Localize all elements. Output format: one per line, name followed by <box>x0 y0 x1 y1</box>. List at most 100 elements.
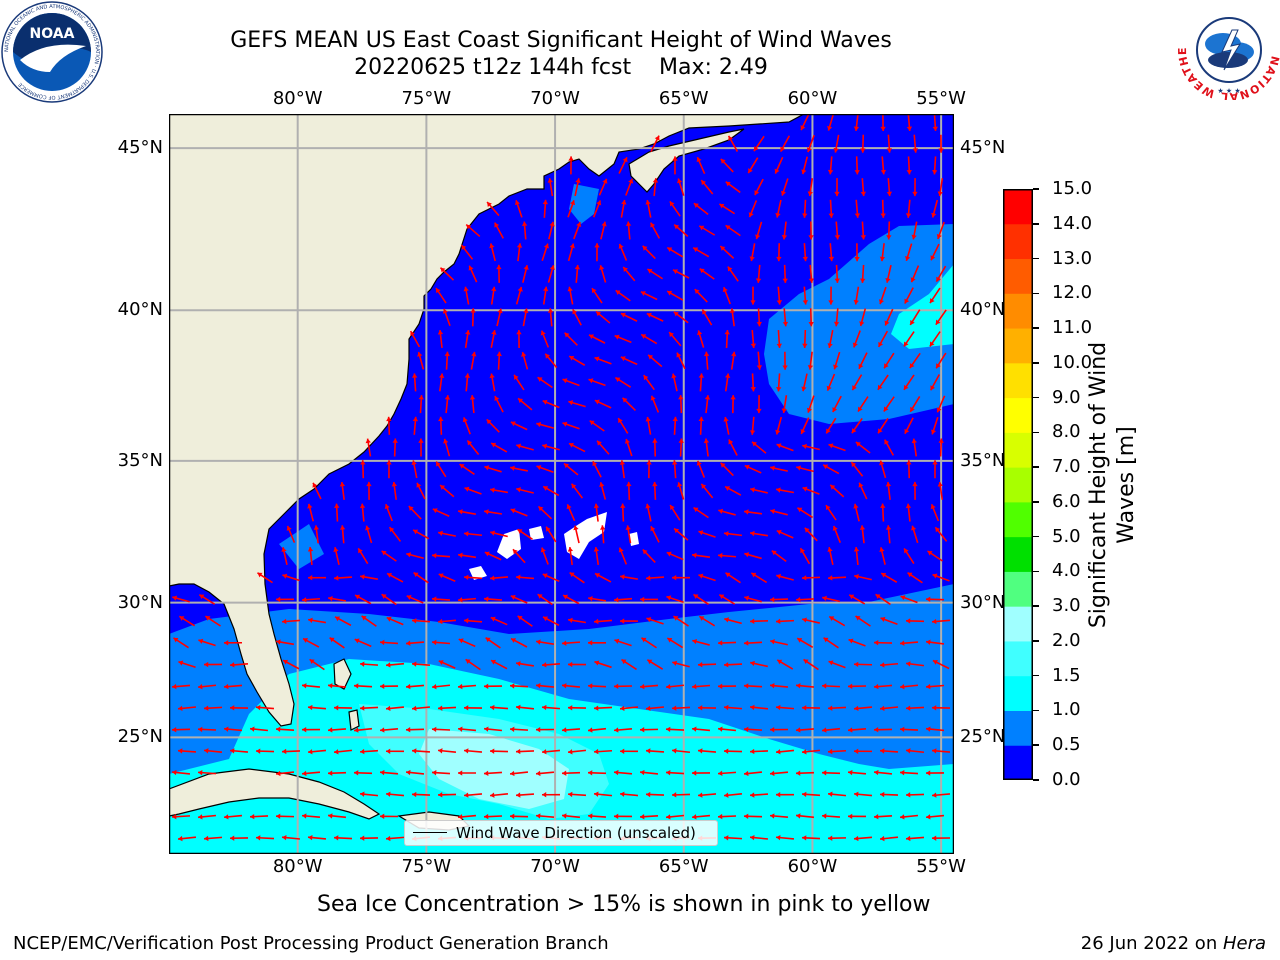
wave-direction-arrow <box>650 135 660 153</box>
wave-direction-arrow <box>802 443 820 451</box>
colorbar-tick-label: 5.0 <box>1052 525 1081 547</box>
wave-direction-arrow <box>466 439 480 456</box>
wave-direction-arrow <box>517 528 533 540</box>
wave-direction-arrow <box>873 814 893 820</box>
wave-direction-arrow <box>484 465 502 473</box>
wave-direction-arrow <box>873 683 893 690</box>
wave-direction-arrow <box>642 245 656 260</box>
wave-direction-arrow <box>750 487 768 494</box>
wave-direction-arrow <box>671 373 678 392</box>
wave-direction-arrow <box>620 503 626 522</box>
wave-direction-arrow <box>717 726 737 732</box>
wave-direction-arrow <box>537 505 553 520</box>
wave-direction-arrow <box>935 265 947 283</box>
wave-direction-arrow <box>392 438 398 457</box>
wave-direction-arrow <box>879 748 899 754</box>
colorbar-segment <box>1003 258 1033 294</box>
wave-direction-arrow <box>413 571 429 584</box>
colorbar-tick-mark <box>1033 327 1039 329</box>
wave-direction-arrow <box>827 575 847 581</box>
wave-direction-arrow <box>329 637 345 649</box>
wave-direction-arrow <box>622 266 636 282</box>
lon-tick-label-bottom: 55°W <box>916 856 966 877</box>
wave-direction-arrow <box>698 225 716 236</box>
wave-direction-arrow <box>931 835 951 841</box>
wave-direction-arrow <box>432 508 450 517</box>
wave-direction-arrow <box>464 373 471 392</box>
wave-direction-arrow <box>671 792 691 798</box>
wave-direction-arrow <box>905 199 912 218</box>
wave-direction-arrow <box>697 705 717 711</box>
lat-tick-label-right: 25°N <box>960 726 1006 748</box>
wave-direction-arrow <box>929 287 941 304</box>
coastline-bahamas <box>333 658 352 690</box>
wave-direction-arrow <box>223 640 243 646</box>
wave-direction-arrow <box>357 547 369 565</box>
wave-direction-arrow <box>595 310 611 324</box>
wave-direction-arrow <box>698 373 704 392</box>
colorbar-tick-label: 10.0 <box>1052 351 1093 373</box>
wave-direction-arrow <box>930 243 940 261</box>
wave-direction-arrow <box>463 618 483 624</box>
wave-direction-arrow <box>855 615 871 627</box>
wave-direction-arrow <box>645 748 665 754</box>
wave-direction-arrow <box>825 504 837 521</box>
wave-direction-arrow <box>568 400 586 408</box>
wave-direction-arrow <box>365 438 372 457</box>
wave-direction-arrow <box>828 443 846 452</box>
wave-direction-arrow <box>801 373 808 392</box>
wave-direction-arrow <box>743 726 763 732</box>
wave-direction-arrow <box>665 770 685 776</box>
wave-direction-arrow <box>769 596 789 603</box>
wave-direction-arrow <box>821 770 841 776</box>
wave-direction-arrow <box>665 684 685 690</box>
wave-direction-arrow <box>431 770 451 776</box>
wave-direction-arrow <box>312 482 322 500</box>
wave-direction-arrow <box>880 572 898 583</box>
wave-direction-arrow <box>743 640 763 646</box>
wave-direction-arrow <box>486 201 500 217</box>
wave-direction-arrow <box>562 378 580 387</box>
wave-direction-arrow <box>704 395 711 414</box>
wave-direction-arrow <box>639 814 659 820</box>
wave-direction-arrow <box>327 770 347 776</box>
wave-direction-arrow <box>749 618 769 624</box>
wave-direction-arrow <box>852 330 861 348</box>
wave-direction-arrow <box>775 416 783 435</box>
wave-direction-arrow <box>877 330 889 348</box>
wave-direction-arrow <box>693 202 709 215</box>
wave-direction-arrow <box>626 481 632 500</box>
wave-direction-arrow <box>932 460 938 479</box>
wave-direction-arrow <box>769 813 789 819</box>
lat-tick-label-left: 45°N <box>117 137 163 159</box>
wave-direction-arrow <box>431 639 451 646</box>
wave-direction-arrow <box>275 813 295 819</box>
wave-direction-arrow <box>931 792 951 798</box>
colorbar-segment <box>1003 640 1033 677</box>
wave-direction-arrow <box>359 503 366 522</box>
wave-direction-arrow <box>671 575 691 581</box>
lat-tick-label-left: 25°N <box>117 726 163 748</box>
wave-direction-arrow <box>750 373 756 392</box>
wave-direction-arrow <box>489 373 496 392</box>
wave-direction-arrow <box>463 748 483 754</box>
wave-direction-arrow <box>275 596 295 603</box>
wave-direction-arrow <box>567 546 574 566</box>
wave-direction-arrow <box>386 616 404 626</box>
wave-direction-arrow <box>302 637 320 648</box>
wave-direction-arrow <box>510 637 528 648</box>
wave-direction-arrow <box>490 659 508 670</box>
wave-direction-arrow <box>515 704 535 711</box>
wave-direction-arrow <box>853 661 873 668</box>
colorbar-segment <box>1003 189 1033 225</box>
wave-direction-arrow <box>692 246 710 258</box>
wave-direction-arrow <box>854 156 860 175</box>
colorbar-tick-label: 12.0 <box>1052 282 1093 304</box>
colorbar-segment <box>1003 293 1033 329</box>
wave-direction-arrow <box>535 639 555 646</box>
wave-direction-arrow <box>803 658 819 671</box>
wave-direction-arrow <box>516 487 534 494</box>
colorbar-tick-label: 15.0 <box>1052 178 1093 199</box>
colorbar-tick-mark <box>1033 779 1039 781</box>
wave-direction-arrow <box>275 639 295 646</box>
